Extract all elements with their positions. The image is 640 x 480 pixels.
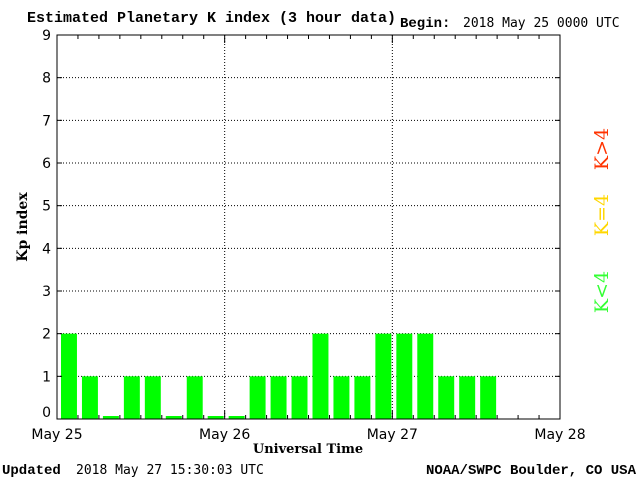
x-axis-label: Universal Time bbox=[253, 442, 363, 457]
y-tick-label: 5 bbox=[42, 199, 51, 215]
x-tick-label: May 27 bbox=[367, 427, 418, 443]
y-axis-label: Kp index bbox=[15, 192, 31, 262]
kp-bar bbox=[417, 333, 434, 419]
kp-bar bbox=[333, 376, 350, 419]
kp-bar bbox=[102, 416, 119, 419]
y-tick-label: 2 bbox=[42, 327, 51, 343]
updated-label-word: Updated bbox=[2, 463, 61, 479]
plot-frame bbox=[56, 34, 561, 420]
y-tick-label: 3 bbox=[42, 284, 51, 300]
kp-bar bbox=[61, 333, 77, 419]
kp-bar bbox=[123, 376, 140, 419]
y-tick-label: 0 bbox=[42, 405, 51, 421]
kp-bar bbox=[438, 376, 455, 419]
y-tick-label: 9 bbox=[42, 28, 51, 44]
grid-lines bbox=[57, 35, 560, 419]
kp-bar bbox=[186, 376, 203, 419]
y-tick-label: 7 bbox=[42, 113, 51, 129]
x-tick-label: May 25 bbox=[31, 427, 82, 443]
kp-bar bbox=[81, 376, 98, 419]
y-axis: 0 1 2 3 4 5 6 7 8 9 bbox=[42, 28, 560, 421]
source-credit: NOAA/SWPC Boulder, CO USA bbox=[426, 463, 637, 479]
kp-bar bbox=[228, 416, 245, 419]
kp-bar bbox=[144, 376, 161, 419]
y-tick-label: 1 bbox=[42, 369, 51, 385]
legend-k-less-4: K<4 bbox=[591, 271, 613, 313]
kp-bar bbox=[207, 416, 224, 419]
kp-bar bbox=[375, 333, 392, 419]
bar-series bbox=[61, 333, 497, 419]
kp-bar bbox=[354, 376, 371, 419]
legend: K<4 K=4 K>4 bbox=[591, 128, 613, 313]
kp-bar bbox=[459, 376, 476, 419]
x-tick-label: May 28 bbox=[534, 427, 585, 443]
begin-value: 2018 May 25 0000 UTC bbox=[463, 16, 620, 31]
kp-bar bbox=[312, 333, 329, 419]
updated-value: 2018 May 27 15:30:03 UTC bbox=[76, 463, 264, 478]
updated-label: Updated bbox=[2, 463, 61, 479]
chart-title: Estimated Planetary K index (3 hour data… bbox=[27, 10, 396, 27]
kp-bar bbox=[291, 376, 308, 419]
kp-bar bbox=[165, 416, 182, 419]
x-tick-label: May 26 bbox=[199, 427, 250, 443]
legend-k-greater-4: K>4 bbox=[591, 128, 613, 170]
begin-label: Begin: bbox=[400, 16, 450, 32]
kp-bar bbox=[270, 376, 287, 419]
kp-bar bbox=[249, 376, 266, 419]
kp-bar bbox=[480, 376, 497, 419]
y-tick-label: 8 bbox=[42, 71, 51, 87]
kp-bar bbox=[396, 333, 413, 419]
legend-k-equal-4: K=4 bbox=[591, 194, 613, 236]
y-tick-label: 4 bbox=[42, 241, 51, 257]
y-tick-label: 6 bbox=[42, 156, 51, 172]
x-axis: May 25 May 26 May 27 May 28 bbox=[31, 35, 586, 443]
